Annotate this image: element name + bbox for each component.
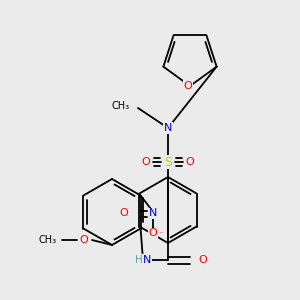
Text: ⁻: ⁻ bbox=[159, 229, 163, 238]
Text: O: O bbox=[80, 235, 88, 245]
Text: H: H bbox=[135, 255, 143, 265]
Text: O: O bbox=[186, 157, 194, 167]
Text: N: N bbox=[164, 123, 172, 133]
Text: CH₃: CH₃ bbox=[112, 101, 130, 111]
Text: N: N bbox=[142, 255, 151, 265]
Text: O: O bbox=[198, 255, 207, 265]
Text: S: S bbox=[164, 155, 172, 169]
Text: N: N bbox=[148, 208, 157, 218]
Text: O: O bbox=[120, 208, 129, 218]
Text: O: O bbox=[148, 229, 157, 238]
Text: O: O bbox=[142, 157, 150, 167]
Text: CH₃: CH₃ bbox=[39, 235, 57, 245]
Text: O: O bbox=[184, 81, 192, 91]
